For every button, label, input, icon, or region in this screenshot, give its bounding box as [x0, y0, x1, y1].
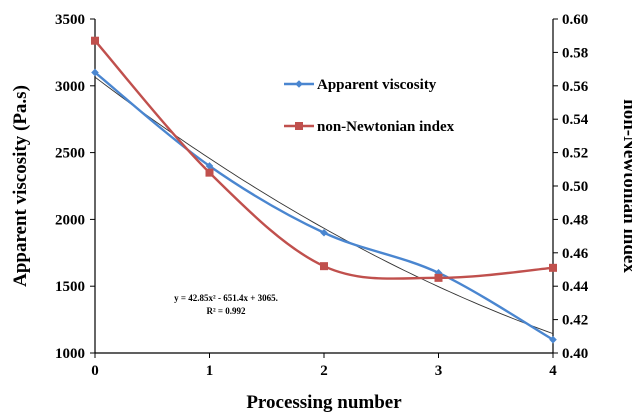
ticks: 0 1 2 3 4 1000 1500 2000 2500 3000 3500 0.40 0.42 0.4… — [55, 12, 589, 379]
equation-text: y = 42.85x² - 651.4x + 3065. — [174, 293, 278, 303]
data-point — [320, 262, 328, 271]
x-tick-label: 4 — [549, 363, 557, 379]
x-tick-label: 1 — [206, 363, 214, 379]
y-left-tick-label: 1500 — [55, 279, 85, 295]
y-right-tick-label: 0.52 — [562, 146, 588, 162]
y-right-tick-label: 0.60 — [562, 12, 588, 28]
y-left-tick-label: 3500 — [55, 12, 85, 28]
x-tick-label: 2 — [320, 363, 328, 379]
y-right-tick-label: 0.40 — [562, 346, 588, 362]
r-squared-text: R² = 0.992 — [206, 306, 246, 316]
data-point — [205, 168, 214, 177]
y-right-tick-label: 0.48 — [562, 212, 588, 228]
legend-label: non-Newtonian index — [317, 119, 455, 135]
data-point — [549, 263, 557, 272]
data-point — [434, 273, 443, 282]
y-right-tick-label: 0.50 — [562, 179, 588, 195]
plot-area — [91, 36, 557, 344]
trendline-equation: y = 42.85x² - 651.4x + 3065. R² = 0.992 — [174, 293, 278, 316]
y-right-tick-label: 0.58 — [562, 45, 588, 61]
legend-marker — [295, 80, 303, 88]
y-left-tick-label: 3000 — [55, 79, 85, 95]
legend-label: Apparent viscosity — [317, 77, 437, 93]
y-right-tick-label: 0.54 — [562, 112, 589, 128]
data-point — [434, 269, 443, 277]
y-right-tick-label: 0.56 — [562, 79, 589, 95]
y-left-tick-label: 2500 — [55, 146, 85, 162]
y-left-tick-label: 1000 — [55, 346, 85, 362]
data-point — [205, 162, 214, 170]
y-right-tick-label: 0.46 — [562, 246, 589, 262]
axes — [94, 19, 554, 354]
series-line — [94, 39, 554, 280]
data-point — [320, 228, 328, 237]
y-axis-right-title: non-Newtonian index — [619, 99, 632, 273]
trendline — [94, 76, 554, 335]
series-line — [94, 71, 554, 341]
data-point — [549, 335, 557, 344]
y-right-tick-label: 0.42 — [562, 313, 588, 329]
legend-marker — [295, 122, 303, 130]
x-axis-title: Processing number — [246, 392, 402, 413]
x-tick-label: 3 — [435, 363, 443, 379]
y-left-tick-label: 2000 — [55, 212, 85, 228]
legend: Apparent viscosity non-Newtonian index — [284, 77, 455, 135]
y-axis-left-title: Apparent viscosity (Pa.s) — [10, 85, 31, 287]
x-tick-label: 0 — [91, 363, 99, 379]
data-point — [91, 36, 99, 45]
data-point — [91, 68, 99, 77]
y-right-tick-label: 0.44 — [562, 279, 589, 295]
